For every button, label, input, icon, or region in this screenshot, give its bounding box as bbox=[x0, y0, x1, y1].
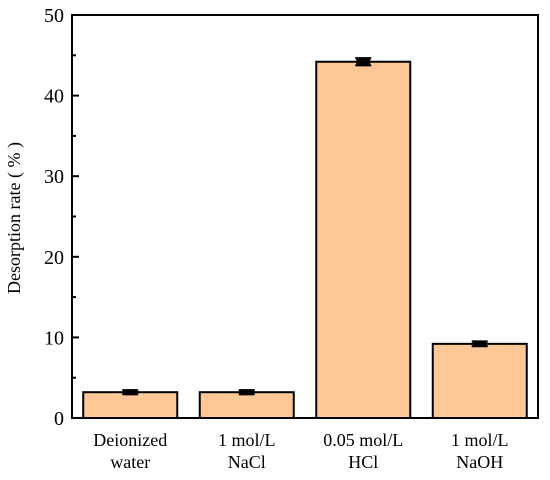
bar bbox=[82, 391, 179, 420]
y-tick-label: 40 bbox=[44, 86, 64, 108]
y-axis-label: Desorption rate ( % ) bbox=[4, 142, 25, 294]
x-tick-label: 1 mol/L NaOH bbox=[451, 430, 509, 472]
x-tick-label-line: HCl bbox=[348, 452, 378, 472]
x-tick-label-line: 1 mol/L bbox=[218, 430, 276, 450]
x-tick-label-line: 1 mol/L bbox=[451, 430, 509, 450]
error-marker bbox=[472, 340, 487, 347]
y-tick-label: 20 bbox=[44, 247, 64, 269]
x-tick-label-line: NaCl bbox=[228, 452, 266, 472]
x-tick-label: 1 mol/L NaCl bbox=[218, 430, 276, 472]
x-tick-label: Deionized water bbox=[93, 430, 167, 472]
x-tick-label-line: 0.05 mol/L bbox=[323, 430, 403, 450]
y-tick-label: 50 bbox=[44, 5, 64, 27]
bar bbox=[198, 391, 295, 420]
x-tick-label-line: Deionized bbox=[93, 430, 167, 450]
bar bbox=[431, 342, 528, 419]
y-tick-label: 0 bbox=[54, 408, 64, 430]
bar bbox=[315, 60, 412, 420]
y-tick-label: 30 bbox=[44, 166, 64, 188]
error-marker bbox=[123, 389, 138, 396]
error-marker bbox=[239, 389, 254, 396]
y-tick-label: 10 bbox=[44, 327, 64, 349]
error-marker bbox=[356, 58, 371, 65]
x-tick-label-line: water bbox=[110, 452, 150, 472]
x-tick-label-line: NaOH bbox=[456, 452, 503, 472]
x-tick-label: 0.05 mol/L HCl bbox=[323, 430, 403, 472]
